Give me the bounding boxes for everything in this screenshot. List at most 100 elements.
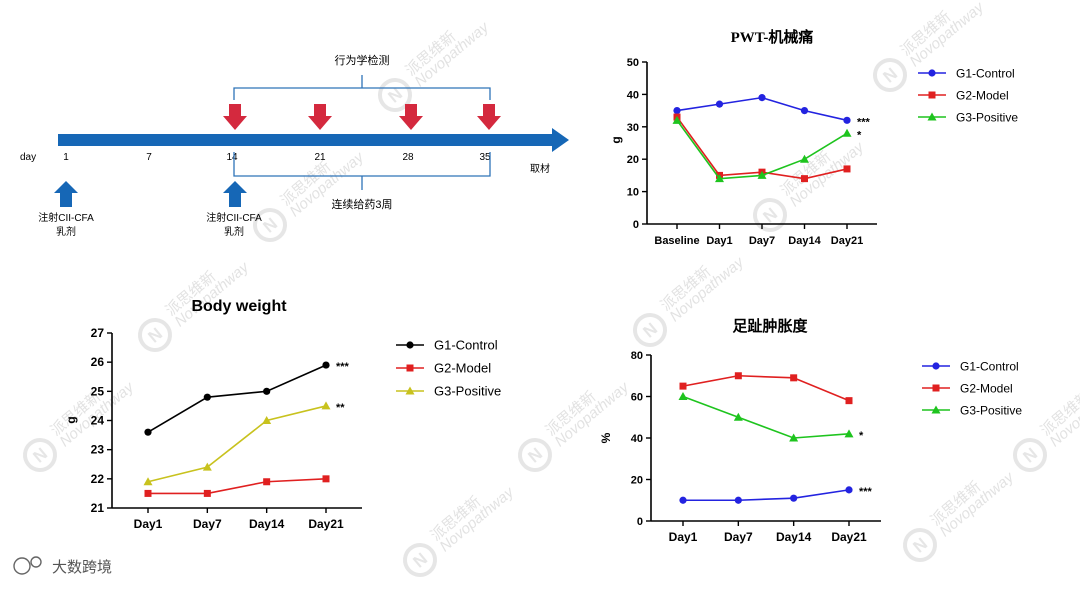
series-line	[148, 478, 327, 495]
data-point	[801, 175, 808, 183]
bottom-bracket-label: 连续给药3周	[331, 197, 392, 211]
legend-marker	[932, 384, 940, 392]
watermark-ring-icon	[378, 78, 412, 112]
data-point	[734, 372, 742, 380]
logo-icon-dot	[30, 556, 42, 568]
y-tick-label: 40	[631, 433, 643, 445]
data-point	[715, 174, 724, 183]
series-g2-model	[144, 475, 330, 497]
brand-logo: 大数跨境	[13, 556, 112, 576]
x-tick-label: Day7	[193, 517, 222, 531]
x-tick-label: Day14	[776, 530, 812, 544]
data-point	[321, 401, 331, 410]
data-point	[800, 107, 809, 115]
data-point	[263, 387, 271, 395]
data-point	[203, 489, 211, 497]
x-tick-label: Day1	[706, 235, 732, 247]
legend-label: G1-Control	[960, 360, 1019, 374]
watermark-mark: N	[640, 319, 662, 341]
day-axis-label: day	[20, 152, 36, 163]
data-point	[679, 382, 687, 390]
logo-text: 大数跨境	[52, 558, 112, 576]
chart-pwt: PWT-机械痛 g 0 10 20 30 40 50 Baseline Day1 Day7 Day…	[609, 28, 1018, 247]
series-g3-positive: *	[678, 392, 864, 442]
y-tick-label: 20	[631, 475, 643, 487]
y-tick-label: 0	[633, 219, 639, 231]
legend-label: G3-Positive	[960, 404, 1022, 418]
y-tick-label: 24	[91, 414, 105, 428]
end-label: 取材	[530, 162, 550, 175]
x-tick-label: Day1	[669, 530, 698, 544]
data-point	[789, 433, 799, 442]
x-tick-label: Day21	[831, 530, 867, 544]
x-tick-label: Day14	[249, 517, 285, 531]
y-tick-label: 0	[637, 516, 643, 528]
series-line	[683, 489, 850, 502]
y-axis-label: g	[64, 416, 78, 423]
legend-marker	[928, 69, 936, 77]
data-point	[678, 392, 688, 400]
data-point	[800, 154, 809, 163]
y-tick-label: 60	[631, 392, 643, 404]
test-arrow-day35	[477, 104, 501, 130]
x-tick-label: Day7	[749, 235, 775, 247]
series-g1-control: ***	[144, 361, 350, 436]
data-point	[757, 170, 767, 179]
day-label-35: 35	[479, 152, 491, 163]
test-arrow-day28	[399, 104, 423, 130]
day-label-14: 14	[226, 152, 238, 163]
x-tick-label: Day21	[308, 517, 344, 531]
legend-marker	[928, 91, 936, 99]
logo-icon	[13, 557, 31, 575]
test-arrow-day21	[308, 104, 332, 130]
significance-label: **	[336, 402, 345, 414]
x-tick-label: Day21	[831, 235, 863, 247]
data-point	[143, 477, 153, 486]
legend-marker	[932, 362, 940, 370]
y-tick-label: 50	[627, 57, 639, 69]
data-point	[322, 361, 330, 369]
series-line	[147, 405, 327, 483]
series-g1-control: ***	[673, 94, 871, 128]
timeline-schematic: 行为学检测 day 1 7 14 21 28 35 取材 连续给药3周 注射CI…	[20, 53, 569, 238]
data-point	[203, 393, 211, 401]
series-line	[682, 374, 850, 402]
data-point	[673, 107, 681, 115]
data-point	[733, 412, 743, 421]
watermark-mark: N	[410, 549, 432, 571]
data-point	[679, 496, 687, 504]
legend-marker	[931, 405, 941, 414]
data-point	[144, 489, 152, 497]
data-point	[790, 494, 798, 502]
data-point	[144, 428, 152, 436]
watermark-ring-icon	[903, 528, 937, 562]
data-point	[845, 486, 853, 494]
chart-title: 足趾肿胀度	[732, 317, 808, 335]
series-g2-model	[679, 372, 853, 405]
watermark-ring-icon	[403, 543, 437, 577]
data-point	[845, 397, 853, 405]
watermark-mark: N	[260, 214, 282, 236]
watermark-mark: N	[910, 534, 932, 556]
data-point	[758, 94, 766, 102]
x-tick-label: Day7	[724, 530, 753, 544]
chart-title: PWT-机械痛	[731, 28, 814, 46]
day-label-1: 1	[63, 152, 69, 163]
data-point	[715, 100, 724, 108]
y-tick-label: 80	[631, 350, 643, 362]
legend-marker	[406, 341, 414, 349]
top-bracket	[233, 75, 491, 100]
series-line	[147, 364, 327, 433]
data-point	[734, 496, 742, 504]
injection1-line2: 乳剂	[56, 225, 76, 238]
y-tick-label: 23	[91, 443, 105, 457]
test-arrows	[223, 104, 501, 130]
watermark-ring-icon	[873, 58, 907, 92]
